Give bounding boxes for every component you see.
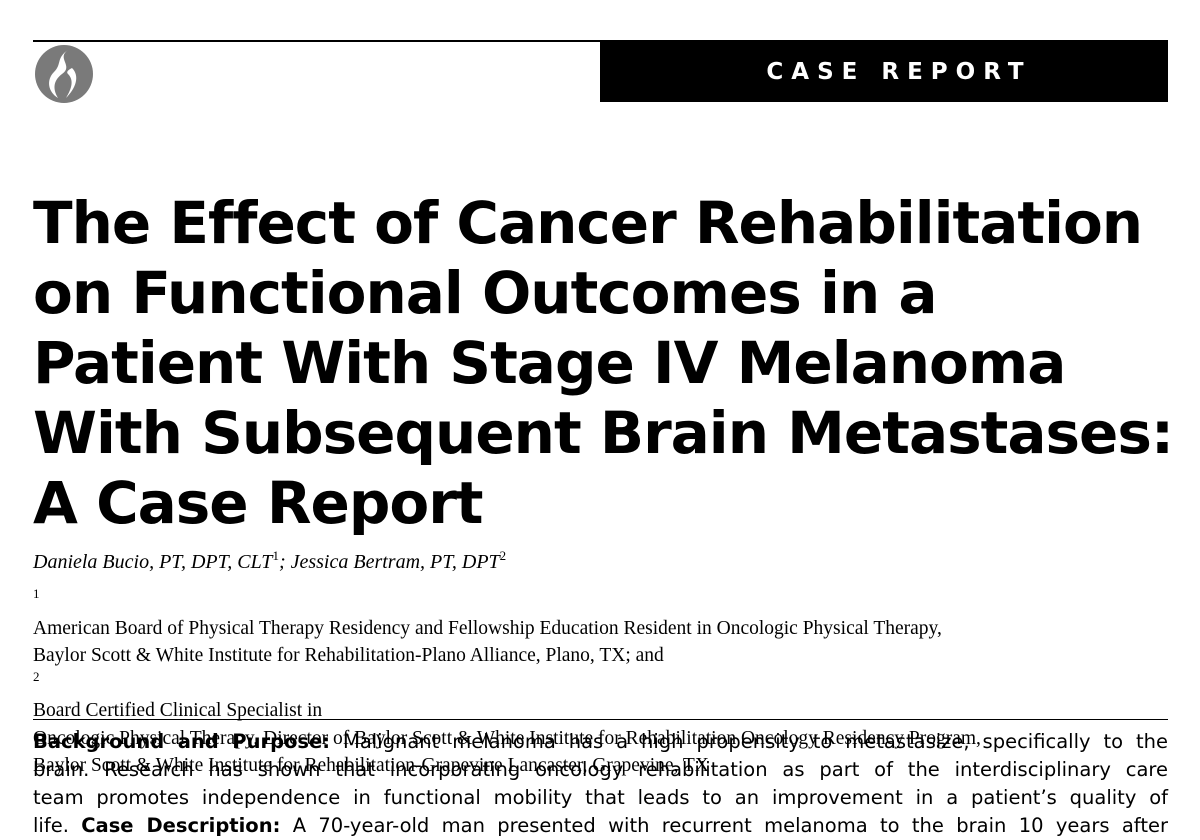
abstract-heading: Case Description: <box>81 814 281 837</box>
author-list: Daniela Bucio, PT, DPT, CLT1; Jessica Be… <box>33 548 506 576</box>
title-line: With Subsequent Brain Metastases: <box>33 399 1174 467</box>
affiliation-line: 1 American Board of Physical Therapy Resi… <box>33 587 1173 642</box>
abstract-text: Malignant melanoma has a high propensity… <box>330 730 1168 753</box>
abstract-text: life. <box>33 814 82 837</box>
affiliation-line: Baylor Scott & White Institute for Rehab… <box>33 755 709 776</box>
top-rule <box>33 40 1168 42</box>
abstract-line: team promotes independence in functional… <box>33 786 1168 809</box>
affiliation-text: Board Certified Clinical Specialist in <box>33 700 323 721</box>
affiliation-text: Baylor Scott & White Institute for Rehab… <box>33 645 664 666</box>
author-affiliation-mark: 2 <box>499 548 507 563</box>
author-separator: ; <box>278 551 291 573</box>
author-name: Daniela Bucio, PT, DPT, CLT <box>33 551 273 573</box>
abstract-line: life. Case Description: A 70-year-old ma… <box>33 812 1168 840</box>
abstract-heading: Background and Purpose: <box>33 730 331 753</box>
author-affiliation-mark: 1 <box>272 548 279 563</box>
affiliations: 1 American Board of Physical Therapy Resi… <box>33 587 1173 780</box>
abstract-text: A 70-year-old man presented with recurre… <box>280 814 1168 837</box>
abstract-line: Background and Purpose: Malignant melano… <box>33 728 1168 756</box>
abstract-line: brain. Research has shown that incorpora… <box>33 758 1168 781</box>
affiliation-mark: 1 <box>33 586 40 601</box>
affiliation-text: American Board of Physical Therapy Resid… <box>33 617 942 639</box>
author-name: Jessica Bertram, PT, DPT <box>290 551 500 573</box>
journal-flame-logo-icon <box>34 44 94 104</box>
title-line: on Functional Outcomes in a <box>33 259 938 327</box>
section-divider <box>33 719 1168 720</box>
title-line: A Case Report <box>33 469 484 537</box>
section-banner: CASE REPORT <box>600 42 1168 102</box>
affiliation-line: Oncologic Physical Therapy, Director of … <box>33 727 981 749</box>
title-line: The Effect of Cancer Rehabilitation <box>33 189 1143 257</box>
title-line: Patient With Stage IV Melanoma <box>33 329 1066 397</box>
affiliation-mark: 2 <box>33 668 40 684</box>
article-title: The Effect of Cancer Rehabilitation on F… <box>33 188 1183 538</box>
abstract: Background and Purpose: Malignant melano… <box>33 728 1168 840</box>
affiliation-line: Baylor Scott & White Institute for Rehab… <box>33 642 1173 725</box>
